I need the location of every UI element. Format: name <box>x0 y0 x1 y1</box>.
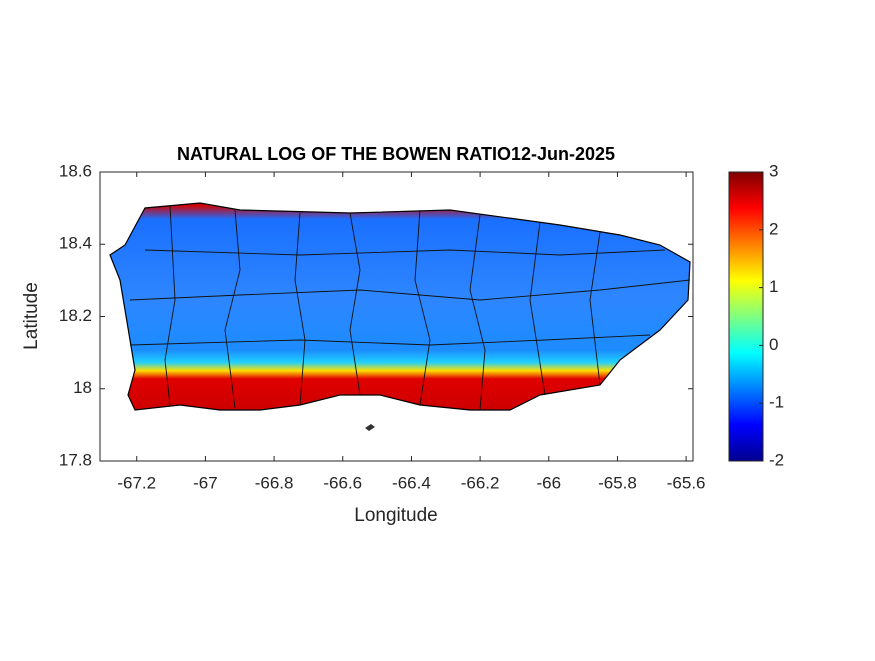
x-axis-label: Longitude <box>354 505 437 526</box>
x-tick-label: -65.6 <box>667 473 706 492</box>
y-tick-label: 18.6 <box>59 161 92 180</box>
colorbar-tick-label: 2 <box>769 219 778 238</box>
y-tick-label: 18.4 <box>59 234 92 253</box>
x-tick-label: -67.2 <box>117 473 156 492</box>
colorbar-tick-label: -2 <box>769 450 784 469</box>
colorbar <box>728 171 764 462</box>
y-tick-label: 18 <box>73 378 92 397</box>
island <box>109 202 691 411</box>
colorbar-tick-label: -1 <box>769 393 784 412</box>
y-tick-label: 17.8 <box>59 450 92 469</box>
x-tick-label: -67 <box>193 473 218 492</box>
y-tick-label: 18.2 <box>59 306 92 325</box>
x-tick-label: -66.4 <box>392 473 431 492</box>
colorbar-tick-label: 3 <box>769 161 778 180</box>
colorbar-tick-label: 0 <box>769 335 778 354</box>
y-axis-label: Latitude <box>21 282 42 350</box>
x-tick-label: -66.8 <box>255 473 294 492</box>
x-tick-label: -66.6 <box>323 473 362 492</box>
chart-title: NATURAL LOG OF THE BOWEN RATIO12-Jun-202… <box>177 144 615 164</box>
municipal-borders <box>129 204 691 411</box>
x-tick-label: -66.2 <box>461 473 500 492</box>
x-tick-label: -65.8 <box>598 473 637 492</box>
x-tick-label: -66 <box>536 473 561 492</box>
islet <box>365 424 375 431</box>
colorbar-tick-label: 1 <box>769 277 778 296</box>
